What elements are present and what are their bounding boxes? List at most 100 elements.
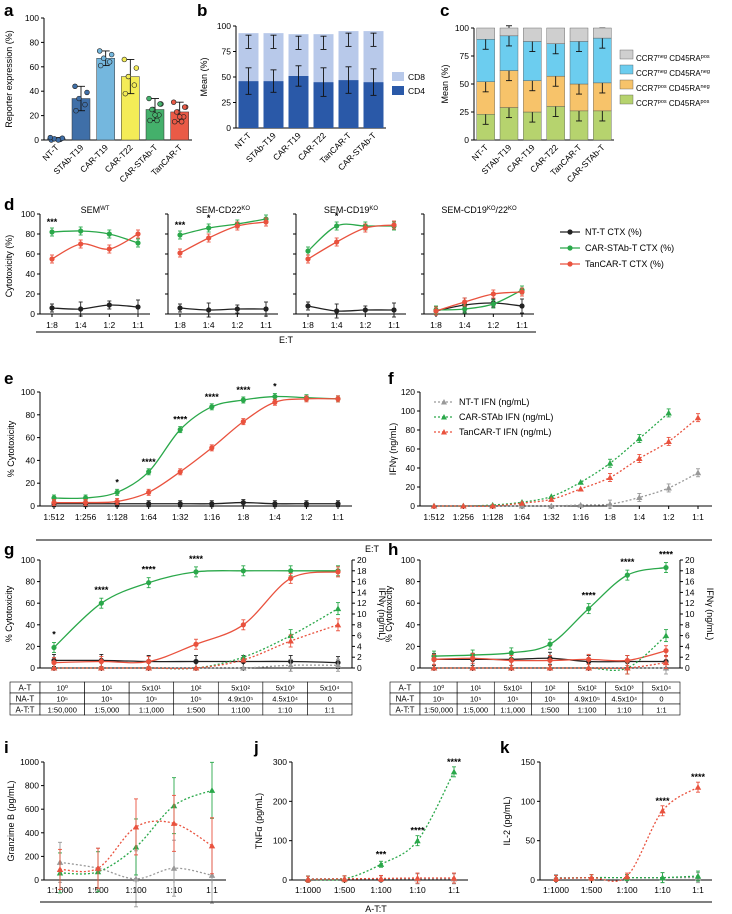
j-y-tick-label: 300	[273, 757, 287, 767]
d-tan-line	[435, 291, 523, 312]
d-tan-point	[177, 250, 183, 256]
e-x-tick-label: 1:128	[106, 512, 128, 522]
c-bar-segment	[523, 27, 542, 42]
d-title-text: /22	[496, 205, 509, 215]
f-series-0-point	[577, 501, 584, 508]
d-y-tick-label: 20	[26, 289, 36, 299]
g-table-value: 1:500	[187, 706, 206, 715]
b-y-tick-label: 100	[217, 21, 231, 31]
a-dot	[47, 134, 54, 141]
b-legend-swatch-cd8	[392, 72, 404, 81]
h-series-2-point	[547, 657, 553, 664]
j-x-tick-label: 1:100	[370, 885, 392, 895]
b-bar-cd4	[263, 81, 284, 128]
a-dot	[106, 59, 113, 65]
j-x-tick-label: 1:10	[409, 885, 426, 895]
d-x-tick-label: 1:1	[132, 320, 144, 330]
c-legend-swatch	[619, 79, 634, 90]
g-table-value: 5x10⁴	[320, 684, 340, 693]
h-table-value: 1:1,000	[500, 706, 525, 715]
panel-label-g: g	[4, 540, 14, 559]
c-bar-segment	[476, 27, 495, 40]
f-legend-label: CAR-STAb IFN (ng/mL)	[459, 412, 553, 422]
f-legend-label: TanCAR-T IFN (ng/mL)	[459, 427, 551, 437]
d-title-text: SEM-CD22	[196, 205, 242, 215]
h-table-value: 5x10³	[615, 684, 634, 693]
a-dot	[133, 65, 140, 71]
e-y-tick-label: 20	[26, 478, 36, 488]
f-series-2-point	[548, 496, 555, 502]
e-series-1-line	[53, 395, 339, 500]
e-series-2-point	[146, 489, 152, 495]
h-series-2-point	[508, 657, 514, 664]
i-series-2-point	[56, 866, 64, 872]
g-y-tick-label: 20	[26, 641, 36, 651]
b-y-tick-label: 0	[226, 123, 231, 133]
a-dot	[84, 89, 90, 96]
d-tan-line	[51, 233, 139, 260]
f-series-0-line	[434, 472, 699, 507]
c-legend-text: CCR7	[636, 84, 658, 93]
a-category-label: NT-T	[40, 142, 60, 162]
f-series-2-point	[489, 502, 496, 509]
i-series-2-point	[132, 823, 140, 830]
a-dot	[146, 95, 152, 102]
b-ylabel: Mean (%)	[199, 57, 209, 96]
e-y-tick-label: 60	[26, 433, 36, 443]
d-stab-point	[135, 240, 141, 246]
h-y2-tick-label: 18	[685, 566, 695, 576]
e-x-tick-label: 1:64	[140, 512, 157, 522]
h-significance: ****	[659, 550, 674, 560]
c-legend-text: CCR7	[636, 69, 658, 78]
d-ntt-point	[78, 306, 84, 312]
g-table-cell	[307, 703, 353, 716]
h-series-1-point	[508, 650, 514, 656]
g-series-2-point	[146, 658, 152, 665]
g-significance: ****	[189, 554, 204, 564]
f-series-2-point	[636, 455, 643, 462]
e-significance: ****	[173, 415, 188, 425]
d-title-text: KO	[369, 206, 378, 212]
e-series-0-point	[146, 501, 152, 507]
f-series-2-line	[434, 417, 699, 507]
j-series-2-point	[377, 875, 385, 881]
i-series-0-point	[208, 872, 216, 878]
e-x-tick-label: 1:16	[204, 512, 221, 522]
h-y-tick-label: 0	[410, 663, 415, 673]
d-stab-line	[51, 230, 139, 244]
a-dot	[125, 73, 132, 80]
d-ntt-point	[391, 307, 397, 313]
d-tan-point	[106, 246, 112, 252]
g-table-value: 10⁵	[146, 695, 157, 704]
h-table-value: 5x10⁴	[652, 684, 672, 693]
a-dot	[82, 101, 88, 108]
c-legend-text: CCR7	[636, 54, 658, 63]
d-ntt-point	[305, 303, 311, 309]
d-y-tick-label: 40	[26, 269, 36, 279]
d-ntt-point	[206, 307, 212, 313]
e-series-2-line	[53, 397, 339, 504]
g-ifn-series-1-point	[334, 605, 342, 612]
d-legend-marker	[567, 245, 573, 251]
b-bar-cd4	[238, 81, 259, 128]
e-x-tick-label: 1:256	[75, 512, 97, 522]
d-x-tick-label: 1:4	[331, 320, 343, 330]
h-y2-tick-label: 8	[685, 620, 690, 630]
d-x-tick-label: 1:1	[516, 320, 528, 330]
e-series-2-point	[240, 419, 246, 425]
d-tan-point	[490, 291, 496, 297]
c-legend-text: pos	[658, 99, 667, 105]
i-y-tick-label: 600	[25, 804, 39, 814]
f-legend-marker	[441, 399, 447, 405]
d-stab-point	[49, 229, 55, 235]
a-dot	[72, 83, 78, 90]
k-y-tick-label: 150	[521, 757, 535, 767]
g-y2-tick-label: 6	[357, 631, 362, 641]
g-ifn-series-0-point	[287, 662, 294, 668]
e-series-0-point	[335, 501, 341, 507]
h-series-1-point	[586, 606, 592, 612]
d-x-tick-label: 1:1	[388, 320, 400, 330]
d-x-tick-label: 1:4	[203, 320, 215, 330]
b-y-tick-label: 50	[222, 72, 232, 82]
f-y-tick-label: 100	[401, 406, 415, 416]
